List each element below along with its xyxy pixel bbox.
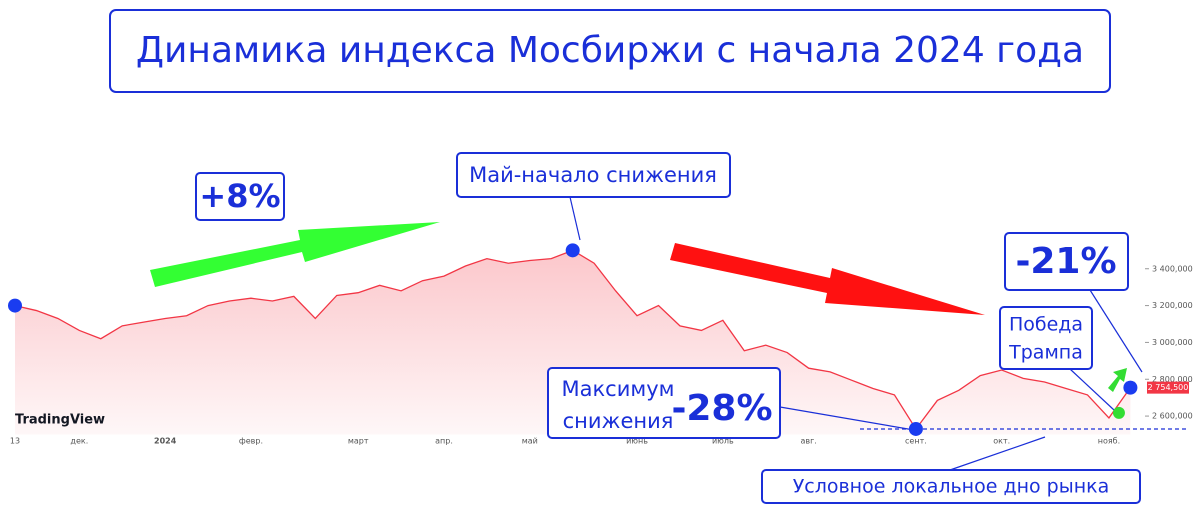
annotation-box bbox=[456, 152, 731, 198]
x-tick-label: июль bbox=[712, 437, 734, 446]
y-tick-label: 3 400,000 bbox=[1152, 264, 1193, 273]
marker-dot bbox=[1123, 380, 1138, 395]
marker-dot bbox=[908, 421, 923, 436]
annotation: +8% bbox=[199, 177, 280, 215]
x-tick-label: май bbox=[522, 437, 538, 446]
marker-dot bbox=[8, 298, 22, 313]
x-tick-label: 2024 bbox=[154, 437, 177, 446]
price-label: 2 754,500 bbox=[1148, 383, 1189, 392]
x-tick-label: окт. bbox=[993, 437, 1010, 446]
down-arrow bbox=[670, 243, 985, 315]
y-tick-label: 2 800,000 bbox=[1152, 375, 1193, 384]
small-up-arrow bbox=[1108, 368, 1127, 392]
y-tick-label: 3 000,000 bbox=[1152, 338, 1193, 347]
x-tick-label: июнь bbox=[626, 437, 648, 446]
annotation: Победа bbox=[1009, 314, 1083, 336]
x-tick-label: авг. bbox=[800, 437, 816, 446]
x-tick-label: март bbox=[348, 437, 369, 446]
watermark: TradingView bbox=[15, 413, 105, 428]
annotation: Условное локальное дно рынка bbox=[793, 476, 1110, 498]
x-tick-label: 13 bbox=[10, 437, 20, 446]
up-arrow bbox=[150, 222, 440, 287]
annotation-box bbox=[761, 469, 1141, 504]
annotation: -28% bbox=[671, 388, 772, 429]
annotation: снижения bbox=[563, 409, 674, 433]
y-tick-label: 3 200,000 bbox=[1152, 301, 1193, 310]
annotation: Трампа bbox=[1008, 342, 1083, 364]
leader bbox=[569, 196, 581, 241]
title-box bbox=[109, 9, 1111, 93]
annotation: Май-начало снижения bbox=[469, 163, 717, 187]
annotation: -21% bbox=[1015, 241, 1116, 282]
annotation-box bbox=[999, 306, 1093, 370]
x-tick-label: нояб. bbox=[1098, 437, 1120, 446]
chart-title: Динамика индекса Мосбиржи с начала 2024 … bbox=[136, 30, 1084, 71]
x-tick-label: сент. bbox=[905, 437, 927, 446]
annotation-box bbox=[195, 172, 285, 221]
y-tick-label: 2 600,000 bbox=[1152, 412, 1193, 421]
x-tick-label: февр. bbox=[239, 437, 263, 446]
annotation-box bbox=[1004, 232, 1129, 291]
annotation: Максимум bbox=[562, 377, 675, 401]
leader bbox=[779, 406, 915, 431]
marker-dot bbox=[565, 243, 580, 258]
leader bbox=[1089, 289, 1143, 373]
annotation-box bbox=[547, 367, 781, 439]
x-tick-label: дек. bbox=[70, 437, 88, 446]
x-tick-label: апр. bbox=[435, 437, 453, 446]
price-label-box bbox=[1147, 381, 1189, 394]
leader bbox=[1069, 368, 1115, 411]
marker-dot bbox=[1112, 406, 1125, 419]
leader bbox=[949, 436, 1046, 471]
